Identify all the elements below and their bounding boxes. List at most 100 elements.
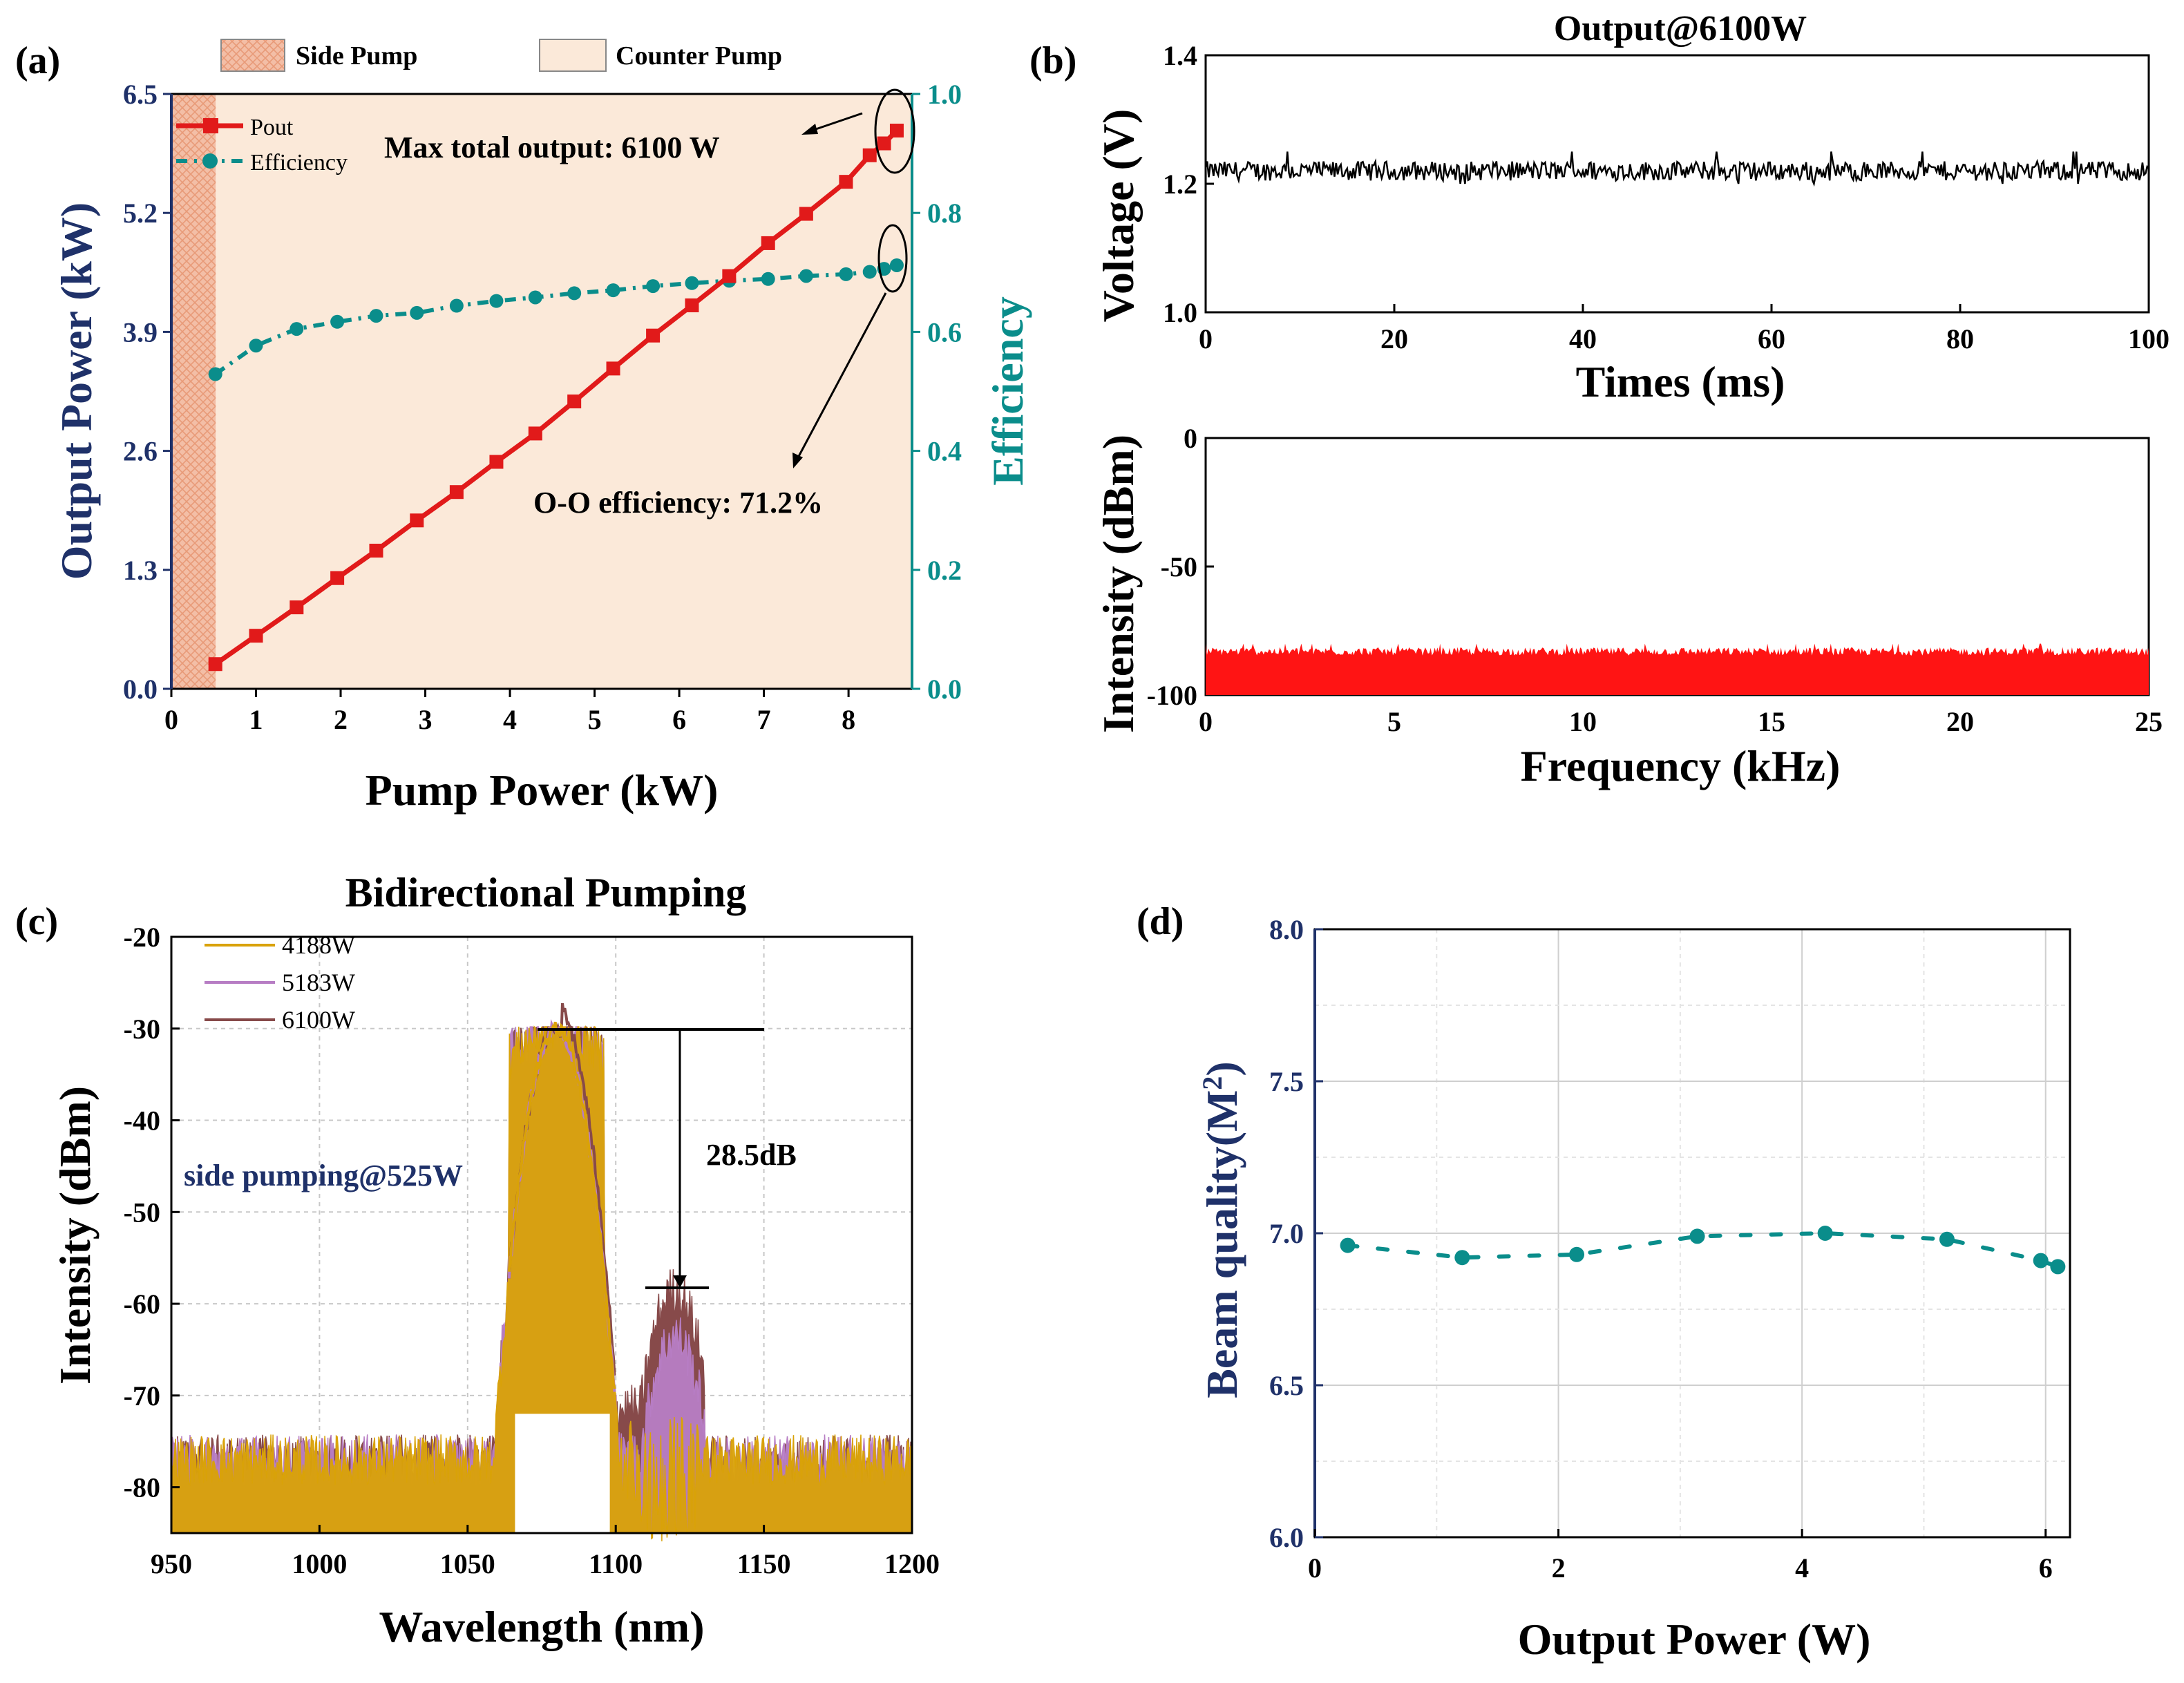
panel-c-y-tick-label: -30 <box>124 1014 160 1045</box>
efficiency-point <box>862 265 877 279</box>
panel-d-y-tick-label: 8.0 <box>1269 914 1304 945</box>
panel-b-upper-x-tick-label: 60 <box>1758 323 1785 354</box>
efficiency-point <box>606 283 620 298</box>
panel-d-y-tick-label: 7.5 <box>1269 1066 1304 1097</box>
panel-a-x-tick-label: 6 <box>672 704 686 735</box>
pout-series <box>208 123 904 672</box>
panel-a-x-tick-label: 7 <box>757 704 771 735</box>
beam-quality-point <box>1569 1246 1585 1262</box>
pout-point <box>685 298 699 312</box>
panel-b-lower-y-label: Intensity (dBm) <box>1094 435 1143 733</box>
beam-quality-series <box>1340 1226 2066 1275</box>
panel-a-x-tick-label: 5 <box>588 704 602 735</box>
legend-efficiency-marker <box>202 153 218 169</box>
panel-b-lower-x-tick-label: 10 <box>1569 706 1597 737</box>
panel-a-right-tick-label: 0.0 <box>927 674 962 705</box>
efficiency-point <box>369 309 383 323</box>
panel-d-y-label-superscript: 2 <box>1197 1076 1228 1090</box>
panel-d-y-tick-label: 6.0 <box>1269 1522 1304 1553</box>
panel-c-label: (c) <box>15 900 58 943</box>
legend-side-pump-swatch <box>220 39 285 72</box>
efficiency-point <box>410 305 424 320</box>
panel-c-spectra <box>171 1002 913 1541</box>
panel-b-upper-x-tick-label: 40 <box>1569 323 1597 354</box>
panel-a-left-tick-label: 1.3 <box>123 555 158 586</box>
panel-c-legend: 4188W 5183W 6100W <box>205 931 355 1034</box>
panel-c-x-tick-label: 1050 <box>440 1548 495 1579</box>
panel-b-upper-frame <box>1204 54 2150 314</box>
panel-a-x-tick-label: 2 <box>334 704 348 735</box>
annotation-efficiency-ellipse <box>877 224 908 293</box>
panel-a-x-tick-label: 1 <box>249 704 263 735</box>
panel-a-left-tick-label: 2.6 <box>123 436 158 467</box>
panel-b-upper-x-tick-label: 0 <box>1199 323 1213 354</box>
panel-d-x-label: Output Power (W) <box>1518 1615 1871 1664</box>
efficiency-point <box>249 339 263 353</box>
panel-a-left-ticks: 0.0 1.3 2.6 3.9 5.2 6.5 <box>123 79 171 705</box>
panel-d: (d) 0 2 4 6 6.0 6.5 7.0 7.5 8.0 Output Power (W… <box>1137 900 2071 1664</box>
legend-counter-pump-label: Counter Pump <box>616 41 782 70</box>
panel-a-right-tick-label: 0.4 <box>927 436 962 467</box>
efficiency-point <box>330 314 345 329</box>
panel-a-x-tick-label: 3 <box>419 704 433 735</box>
panel-b-upper-x-ticks: 0 20 40 60 80 100 <box>1199 304 2169 354</box>
pout-point <box>799 207 813 221</box>
panel-c-x-tick-label: 1150 <box>737 1548 791 1579</box>
panel-d-y-ticks: 6.0 6.5 7.0 7.5 8.0 <box>1269 914 1323 1553</box>
panel-a-x-label: Pump Power (kW) <box>365 766 719 815</box>
panel-b-lower-y-tick-label: -50 <box>1161 551 1197 582</box>
pout-point <box>606 361 620 376</box>
panel-a-x-tick-label: 8 <box>842 704 855 735</box>
panel-c-y-tick-label: -60 <box>124 1289 160 1320</box>
panel-a-x-tick-label: 0 <box>164 704 178 735</box>
pout-point <box>410 513 424 528</box>
legend-4188w-label: 4188W <box>282 931 355 959</box>
panel-b-upper-x-label: Times (ms) <box>1576 357 1785 406</box>
pout-point <box>289 600 304 615</box>
panel-a-left-tick-label: 3.9 <box>123 316 158 348</box>
efficiency-point <box>761 272 775 286</box>
beam-quality-point <box>1817 1226 1833 1241</box>
efficiency-point <box>208 367 222 381</box>
panel-a-left-tick-label: 6.5 <box>123 79 158 110</box>
efficiency-point <box>799 269 813 283</box>
voltage-trace <box>1204 151 2149 187</box>
panel-a-label: (a) <box>15 39 60 82</box>
legend-counter-pump-swatch <box>539 39 607 72</box>
panel-b-upper-x-tick-label: 100 <box>2128 323 2169 354</box>
panel-d-y-label-main: Beam quality(M <box>1197 1090 1246 1398</box>
annotation-max-output: Max total output: 6100 W <box>384 131 720 164</box>
panel-a-right-tick-label: 0.8 <box>927 198 962 229</box>
panel-a-right-y-label: Efficiency <box>983 296 1032 486</box>
panel-b-lower-y-tick-label: -100 <box>1147 680 1197 711</box>
panel-b-upper-y-tick-label: 1.4 <box>1163 40 1197 71</box>
beam-quality-point <box>1939 1231 1955 1247</box>
panel-b: (b) Output@6100W 0 20 40 60 80 100 1.01.21.4 … <box>1029 9 2169 790</box>
panel-a-x-ticks: 0 1 2 3 4 5 6 7 8 <box>164 689 855 735</box>
legend-6100w-label: 6100W <box>282 1006 355 1034</box>
panel-c-title: Bidirectional Pumping <box>345 870 747 915</box>
panel-c-x-tick-label: 1200 <box>884 1548 940 1579</box>
panel-c-y-tick-label: -20 <box>124 922 160 953</box>
panel-c-peak-gap <box>515 1414 610 1533</box>
legend-efficiency-label: Efficiency <box>250 150 348 175</box>
pout-point <box>889 123 904 137</box>
legend-pout-marker <box>203 118 218 133</box>
panel-c-x-ticks: 950 1000 1050 1100 1150 1200 <box>151 1525 940 1579</box>
efficiency-point <box>567 286 582 301</box>
panel-c-x-tick-label: 1000 <box>292 1548 347 1579</box>
panel-a: (a) Side Pump Counter Pump 0 1 2 3 4 5 6 7 8 0.0… <box>15 39 1032 815</box>
panel-c-y-ticks: -20 -30 -40 -50 -60 -70 -80 <box>124 922 180 1503</box>
side-pump-region <box>171 94 216 689</box>
pout-point <box>646 328 661 343</box>
pout-point <box>567 394 582 409</box>
annotation-28-5db: 28.5dB <box>706 1138 797 1172</box>
panel-a-left-tick-label: 5.2 <box>123 198 158 229</box>
panel-c-y-tick-label: -80 <box>124 1472 160 1503</box>
panel-a-right-ticks: 0.0 0.2 0.4 0.6 0.8 1.0 <box>912 79 962 705</box>
panel-b-upper-x-tick-label: 20 <box>1380 323 1408 354</box>
panel-d-x-tick-label: 0 <box>1308 1552 1322 1584</box>
beam-quality-point <box>2033 1253 2049 1268</box>
pout-point <box>722 269 737 283</box>
panel-b-lower-x-tick-label: 25 <box>2135 706 2163 737</box>
